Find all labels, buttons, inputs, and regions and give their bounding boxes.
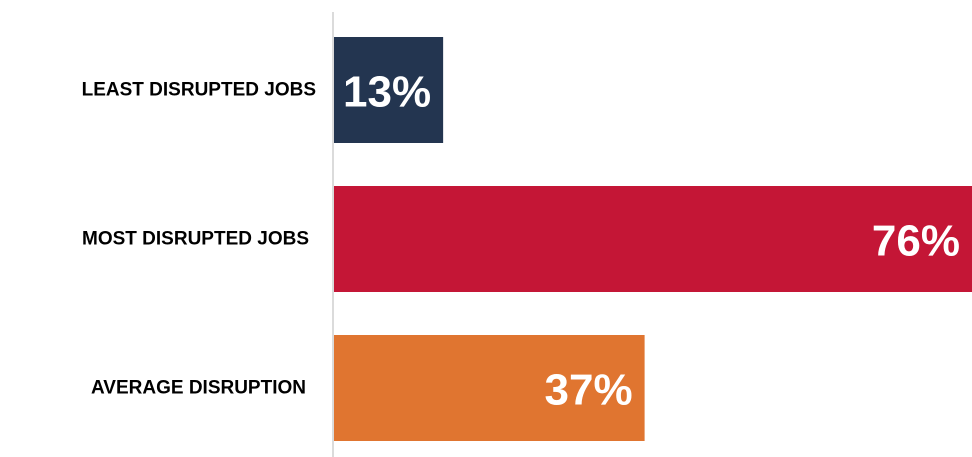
bar-1 xyxy=(334,37,444,143)
category-label-1: LEAST DISRUPTED JOBS xyxy=(82,80,316,101)
value-label-2: 76% xyxy=(872,217,960,266)
category-label-3: AVERAGE DISRUPTION xyxy=(91,378,306,399)
value-label-3: 37% xyxy=(545,366,633,415)
bar-3 xyxy=(334,335,645,441)
bars-group xyxy=(334,37,972,441)
category-label-2: MOST DISRUPTED JOBS xyxy=(82,229,309,250)
value-label-1: 13% xyxy=(343,68,431,117)
bar-2 xyxy=(334,186,972,292)
labels-group: LEAST DISRUPTED JOBS 13% MOST DISRUPTED JO… xyxy=(82,68,960,415)
